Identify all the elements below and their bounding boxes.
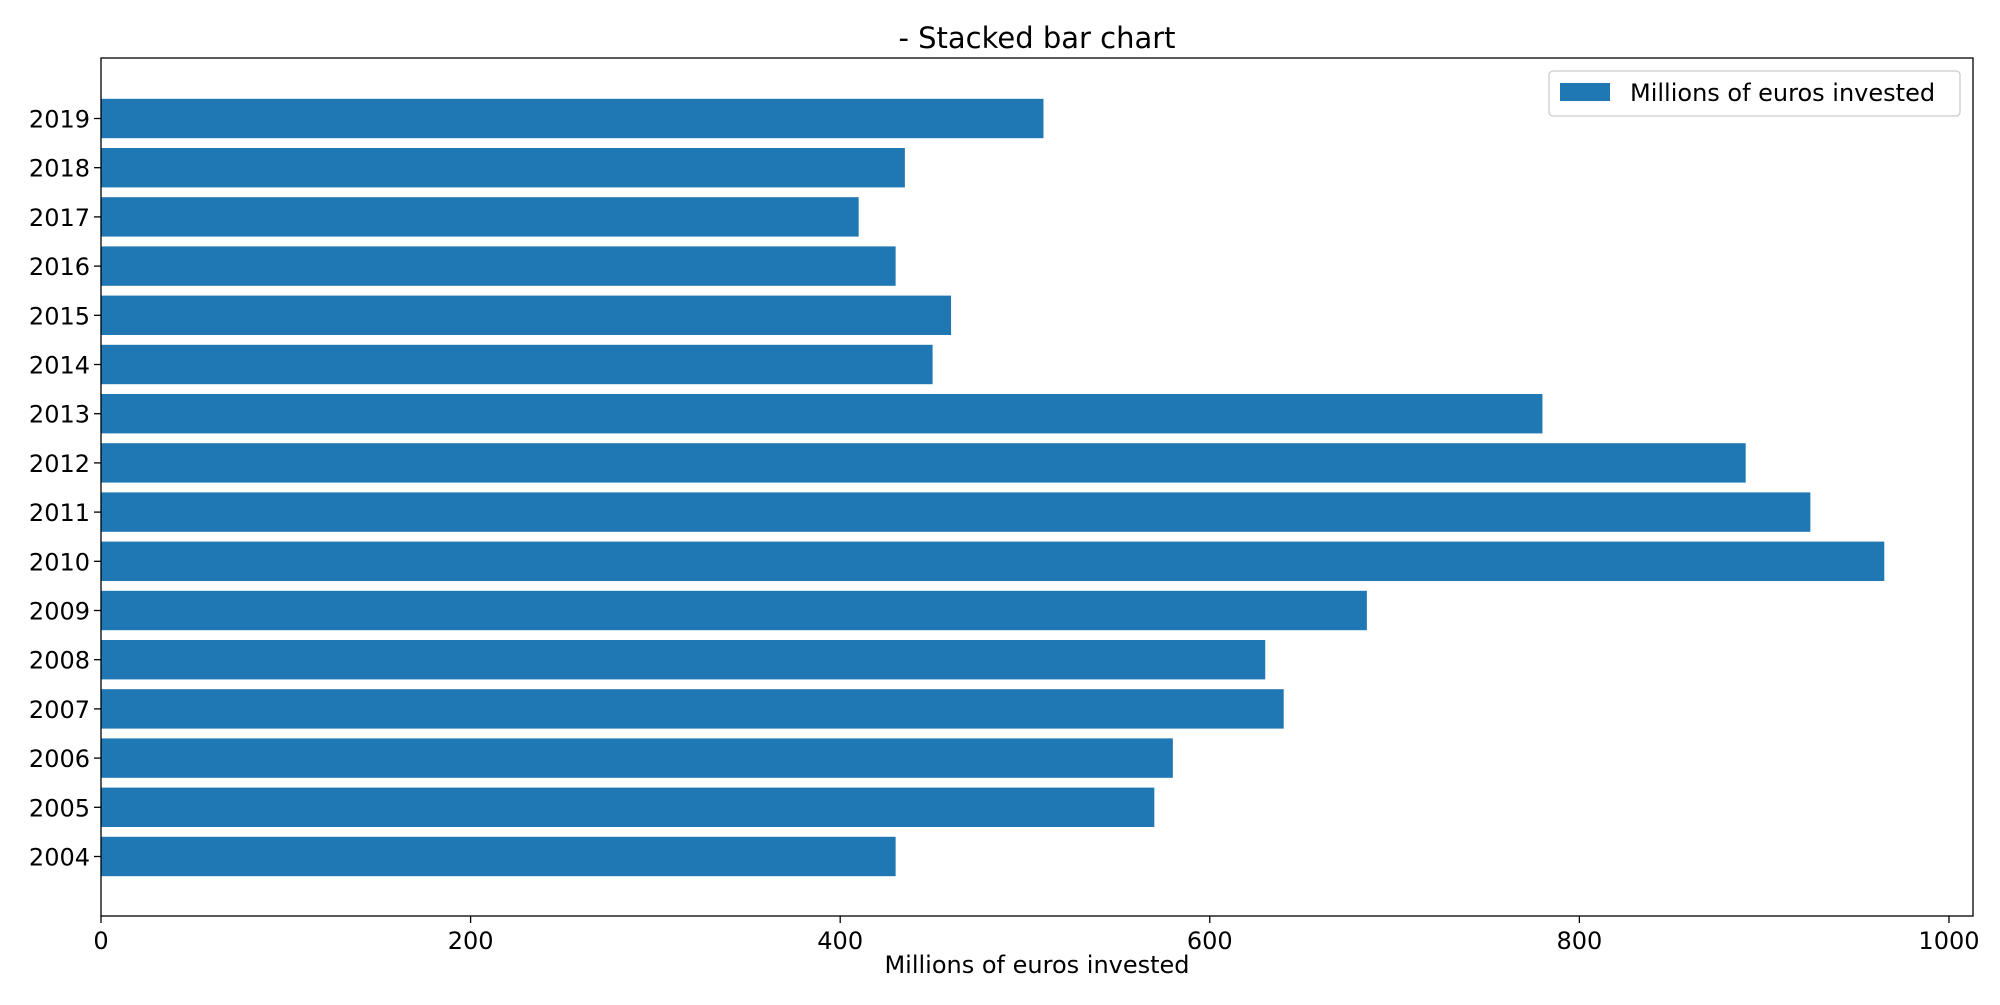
- legend-label: Millions of euros invested: [1630, 79, 1935, 107]
- bar-2019: [101, 98, 1044, 139]
- y-tick-label: 2015: [29, 302, 90, 330]
- y-tick-label: 2004: [29, 844, 90, 872]
- bar-2016: [101, 246, 896, 286]
- x-tick-label: 400: [817, 927, 863, 955]
- y-tick-label: 2006: [29, 745, 90, 773]
- bar-2010: [101, 541, 1885, 581]
- x-tick-label: 600: [1187, 927, 1233, 955]
- y-tick-label: 2008: [29, 647, 90, 675]
- bar-2008: [101, 640, 1266, 680]
- bar-2017: [101, 197, 859, 237]
- legend: Millions of euros invested: [1548, 70, 1961, 117]
- x-tick-label: 0: [93, 927, 108, 955]
- y-tick-label: 2009: [29, 598, 90, 626]
- y-tick-label: 2014: [29, 352, 90, 380]
- bar-2009: [101, 590, 1367, 631]
- x-axis: 0 200 400 600 800 1000: [93, 916, 1980, 955]
- bar-2014: [101, 344, 933, 385]
- bars-layer: [101, 98, 1885, 877]
- y-tick-label: 2019: [29, 106, 90, 134]
- bar-2004: [101, 836, 896, 877]
- y-tick-label: 2011: [29, 499, 90, 527]
- y-axis: 2004 2005 2006 2007 2008 2009 2010 2011 2012 2013…: [29, 106, 101, 872]
- y-tick-label: 2013: [29, 401, 90, 429]
- y-tick-label: 2012: [29, 450, 90, 478]
- y-tick-label: 2018: [29, 155, 90, 183]
- y-tick-label: 2007: [29, 696, 90, 724]
- chart-title: - Stacked bar chart: [898, 21, 1175, 55]
- y-tick-label: 2016: [29, 253, 90, 281]
- bar-2015: [101, 295, 952, 335]
- bar-2007: [101, 689, 1284, 729]
- x-tick-label: 800: [1556, 927, 1602, 955]
- y-tick-label: 2017: [29, 204, 90, 232]
- bar-2013: [101, 394, 1543, 434]
- plot-frame: [100, 57, 1974, 917]
- y-tick-label: 2010: [29, 548, 90, 576]
- legend-swatch: [1560, 83, 1610, 101]
- x-tick-label: 200: [448, 927, 494, 955]
- x-tick-label: 1000: [1918, 927, 1979, 955]
- bar-2018: [101, 148, 905, 188]
- bar-2005: [101, 787, 1155, 827]
- y-tick-label: 2005: [29, 794, 90, 822]
- bar-2011: [101, 492, 1811, 532]
- bar-2006: [101, 738, 1173, 778]
- bar-2012: [101, 443, 1746, 483]
- x-axis-label: Millions of euros invested: [884, 951, 1189, 979]
- legend-box: [1548, 70, 1961, 117]
